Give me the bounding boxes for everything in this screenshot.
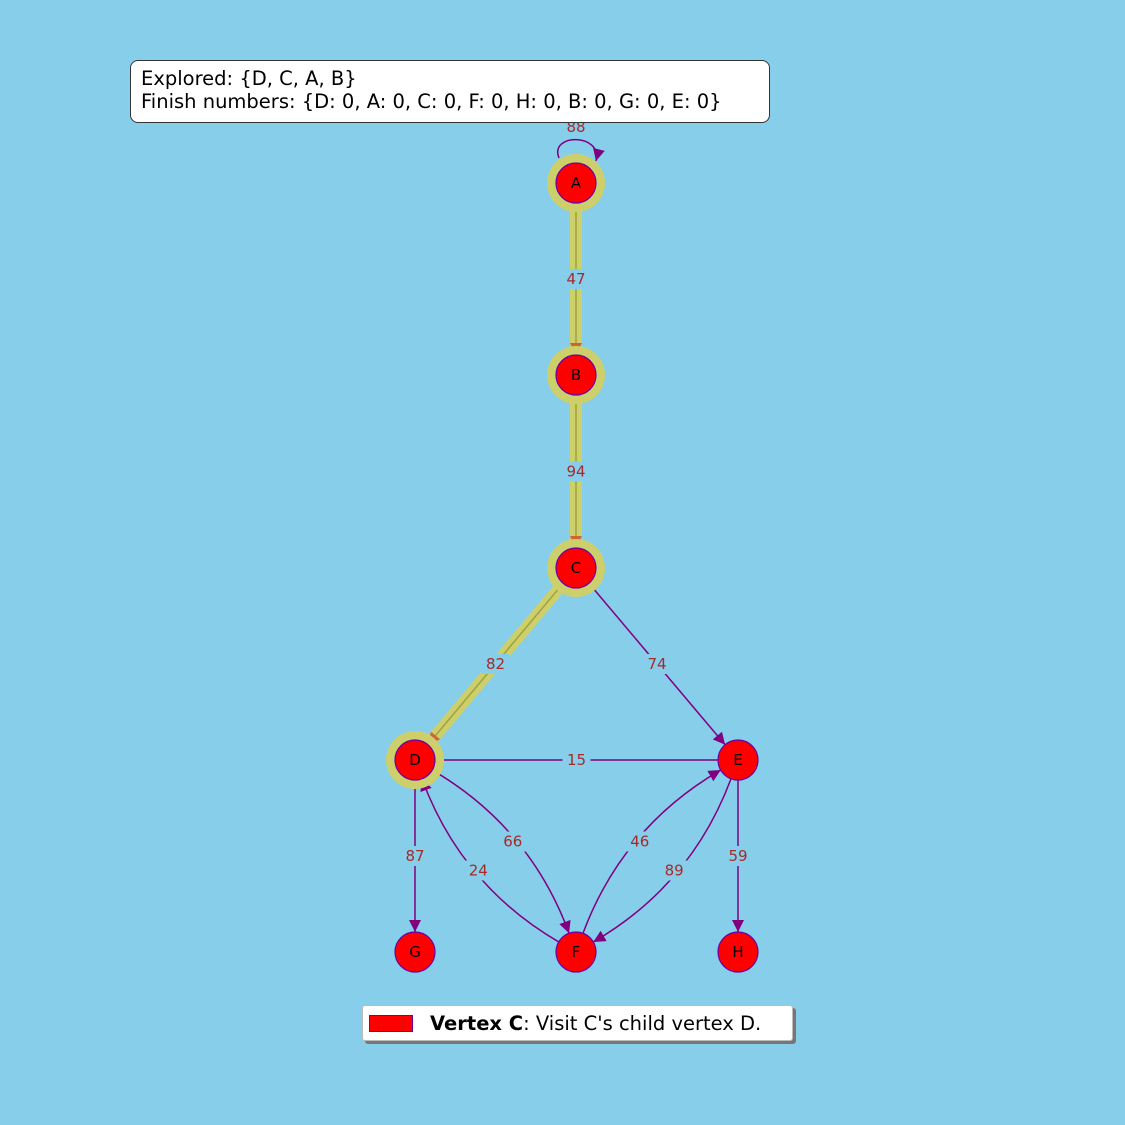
edge-C-E: 74 xyxy=(588,582,726,746)
node-G: G xyxy=(394,931,436,973)
edge-C-E-label: 74 xyxy=(647,655,666,673)
edge-F-E-label-bg xyxy=(625,831,654,852)
edge-F-D-line xyxy=(420,778,560,943)
node-E: E xyxy=(717,739,759,781)
edge-E-F: 89 xyxy=(592,778,732,943)
node-B-label: B xyxy=(571,366,581,384)
edge-E-H-label-bg xyxy=(724,846,752,866)
edge-A-B-label: 47 xyxy=(566,270,585,288)
edge-F-D: 24 xyxy=(420,778,560,943)
edge-F-E-line xyxy=(582,769,722,934)
edge-D-F-label: 66 xyxy=(503,833,522,851)
edge-A-B-label-bg xyxy=(562,269,590,289)
legend: Vertex C: Visit C's child vertex D. xyxy=(362,1005,793,1041)
node-C-label: C xyxy=(571,559,581,577)
node-layer: A B C D E F G H xyxy=(386,154,759,973)
legend-swatch xyxy=(369,1014,413,1032)
node-H-label: H xyxy=(732,943,743,961)
status-box: Explored: {D, C, A, B} Finish numbers: {… xyxy=(130,60,770,123)
edge-B-C-label: 94 xyxy=(566,463,585,481)
edge-E-F-line xyxy=(592,778,732,943)
edge-D-E-label: 15 xyxy=(567,751,586,769)
edge-D-F-label-bg xyxy=(498,831,527,852)
node-H-circle xyxy=(717,931,759,973)
node-F: F xyxy=(555,931,597,973)
legend-vertex-label: Vertex C xyxy=(430,1011,524,1035)
node-D: D xyxy=(386,731,444,789)
legend-description: : Visit C's child vertex D. xyxy=(523,1011,762,1035)
edge-B-C-label-bg xyxy=(562,461,590,482)
edge-F-D-label: 24 xyxy=(469,861,488,879)
edge-D-G-label-bg xyxy=(401,846,429,866)
edge-D-F: 66 xyxy=(431,769,571,934)
edge-E-F-label: 89 xyxy=(665,862,684,880)
finish-numbers-text: Finish numbers: {D: 0, A: 0, C: 0, F: 0,… xyxy=(141,90,722,113)
node-A-label: A xyxy=(571,174,582,192)
node-D-label: D xyxy=(409,751,421,769)
edge-B-C: 94 xyxy=(562,395,590,548)
edge-F-E-label: 46 xyxy=(630,832,649,850)
node-F-circle xyxy=(555,931,597,973)
edge-E-H-label: 59 xyxy=(728,847,747,865)
edge-F-E: 46 xyxy=(582,769,722,934)
edge-E-H: 59 xyxy=(724,780,752,932)
node-G-circle xyxy=(394,931,436,973)
edge-D-E: 15 xyxy=(435,750,718,770)
node-D-circle xyxy=(394,739,436,781)
explored-text: Explored: {D, C, A, B} xyxy=(141,67,357,90)
node-A: A xyxy=(547,154,605,212)
node-G-label: G xyxy=(409,943,421,961)
edge-A-B: 47 xyxy=(562,203,590,355)
edge-F-D-label-bg xyxy=(464,860,493,881)
edge-A-A-line xyxy=(557,138,605,162)
node-B-circle xyxy=(555,354,597,396)
node-E-label: E xyxy=(733,751,742,769)
edge-C-D: 82 xyxy=(423,579,568,749)
edge-E-F-label-bg xyxy=(660,860,689,881)
edge-D-E-label-bg xyxy=(562,750,591,770)
edge-D-F-line xyxy=(431,769,571,934)
node-C: C xyxy=(547,539,605,597)
node-F-label: F xyxy=(572,943,581,961)
edge-C-E-label-bg xyxy=(643,654,671,674)
node-A-circle xyxy=(555,162,597,204)
node-E-circle xyxy=(717,739,759,781)
node-B: B xyxy=(547,346,605,404)
edge-D-G-label: 87 xyxy=(405,847,424,865)
node-H: H xyxy=(717,931,759,973)
node-C-circle xyxy=(555,547,597,589)
edge-C-D-label-bg xyxy=(481,654,510,674)
edge-D-G: 87 xyxy=(401,780,429,932)
edge-C-D-label: 82 xyxy=(486,655,505,673)
